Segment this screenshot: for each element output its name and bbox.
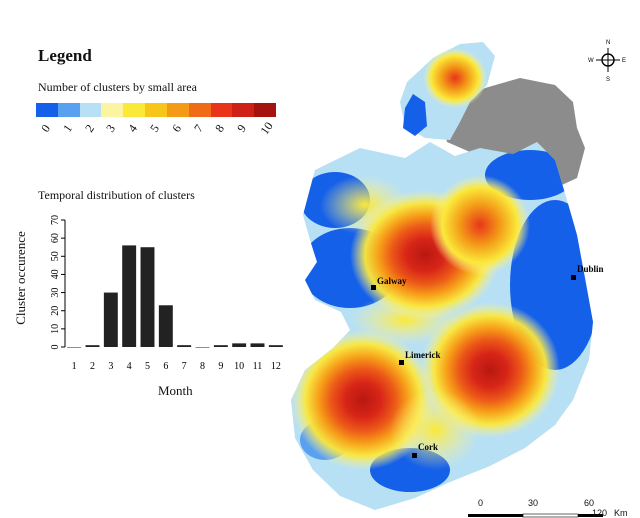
legend-subtitle: Number of clusters by small area (38, 80, 197, 94)
x-tick-label: 6 (163, 361, 168, 372)
color-tick-label: 9 (234, 121, 250, 135)
y-tick-label: 60 (50, 233, 61, 243)
histogram-bar (213, 345, 228, 347)
color-tick-label: 8 (212, 121, 228, 135)
color-scale-bar (36, 103, 276, 117)
city-label-galway: Galway (377, 276, 407, 286)
y-tick-label: 20 (50, 306, 61, 316)
histogram-bar (85, 345, 100, 347)
x-tick-label: 1 (72, 361, 77, 372)
color-swatch (188, 103, 211, 117)
color-swatch (57, 103, 80, 117)
donegal-cluster (423, 48, 487, 108)
x-tick-label: 4 (127, 361, 132, 372)
histogram-bar (122, 245, 137, 347)
color-swatch (36, 103, 58, 117)
x-tick-label: 11 (253, 361, 263, 372)
color-tick-label: 4 (125, 121, 141, 135)
histogram-bar (232, 343, 247, 347)
histogram-bar (250, 343, 265, 347)
color-swatch (232, 103, 255, 117)
histogram-bar (268, 345, 283, 347)
svg-text:E: E (622, 58, 626, 64)
histogram-bar (103, 292, 118, 347)
color-scale-ticks: 0 1 2 3 4 5 6 7 8 9 10 (36, 118, 276, 138)
y-tick-label: 70 (50, 215, 61, 225)
scale-bar (468, 513, 603, 518)
histogram-title: Temporal distribution of clusters (38, 188, 195, 202)
histogram-bar (140, 247, 155, 347)
color-tick-label: 0 (38, 121, 53, 135)
color-tick-label: 1 (59, 121, 75, 135)
color-tick-label: 3 (103, 121, 119, 135)
color-tick-label: 7 (190, 121, 206, 135)
city-label-dublin: Dublin (577, 264, 604, 274)
y-tick-label: 40 (50, 269, 61, 279)
y-tick-label: 50 (50, 251, 61, 261)
dublin-marker (571, 275, 576, 280)
donegal-west-coast (403, 94, 427, 136)
color-swatch (210, 103, 233, 117)
city-label-cork: Cork (418, 442, 438, 452)
y-tick-label: 0 (50, 345, 61, 350)
x-tick-label: 3 (108, 361, 113, 372)
color-swatch (145, 103, 167, 117)
histogram-bar (158, 305, 173, 347)
y-tick-label: 30 (50, 288, 61, 298)
svg-text:S: S (606, 77, 610, 83)
limerick-marker (399, 360, 404, 365)
color-tick-label: 2 (81, 121, 97, 135)
cork-marker (412, 453, 417, 458)
legend-title: Legend (38, 46, 92, 65)
histogram-bar (177, 345, 192, 347)
svg-text:N: N (606, 40, 610, 46)
compass-rose-icon: N E S W (588, 40, 626, 83)
color-swatch (166, 103, 189, 117)
color-swatch (254, 103, 276, 117)
ireland-cluster-map: Galway Dublin Limerick Cork N E S W (291, 40, 626, 518)
x-tick-label: 7 (182, 361, 187, 372)
color-swatch (123, 103, 146, 117)
x-tick-label: 2 (90, 361, 95, 372)
color-tick-label: 5 (147, 121, 163, 135)
histogram-bar (67, 347, 82, 348)
color-swatch (79, 103, 102, 117)
x-tick-label: 9 (218, 361, 223, 372)
histogram-bar (195, 347, 210, 348)
city-label-limerick: Limerick (405, 350, 441, 360)
color-swatch (101, 103, 124, 117)
galway-marker (371, 285, 376, 290)
x-tick-label: 8 (200, 361, 205, 372)
color-tick-label: 6 (168, 121, 184, 135)
x-tick-label: 5 (145, 361, 150, 372)
x-tick-label: 12 (271, 361, 281, 372)
scale-labels: 0 30 60 120 Km (478, 498, 628, 518)
histogram-y-label: Cluster occurence (13, 231, 28, 325)
y-tick-label: 10 (50, 324, 61, 334)
svg-text:W: W (588, 58, 594, 64)
x-tick-label: 10 (234, 361, 244, 372)
histogram-x-label: Month (158, 383, 193, 398)
